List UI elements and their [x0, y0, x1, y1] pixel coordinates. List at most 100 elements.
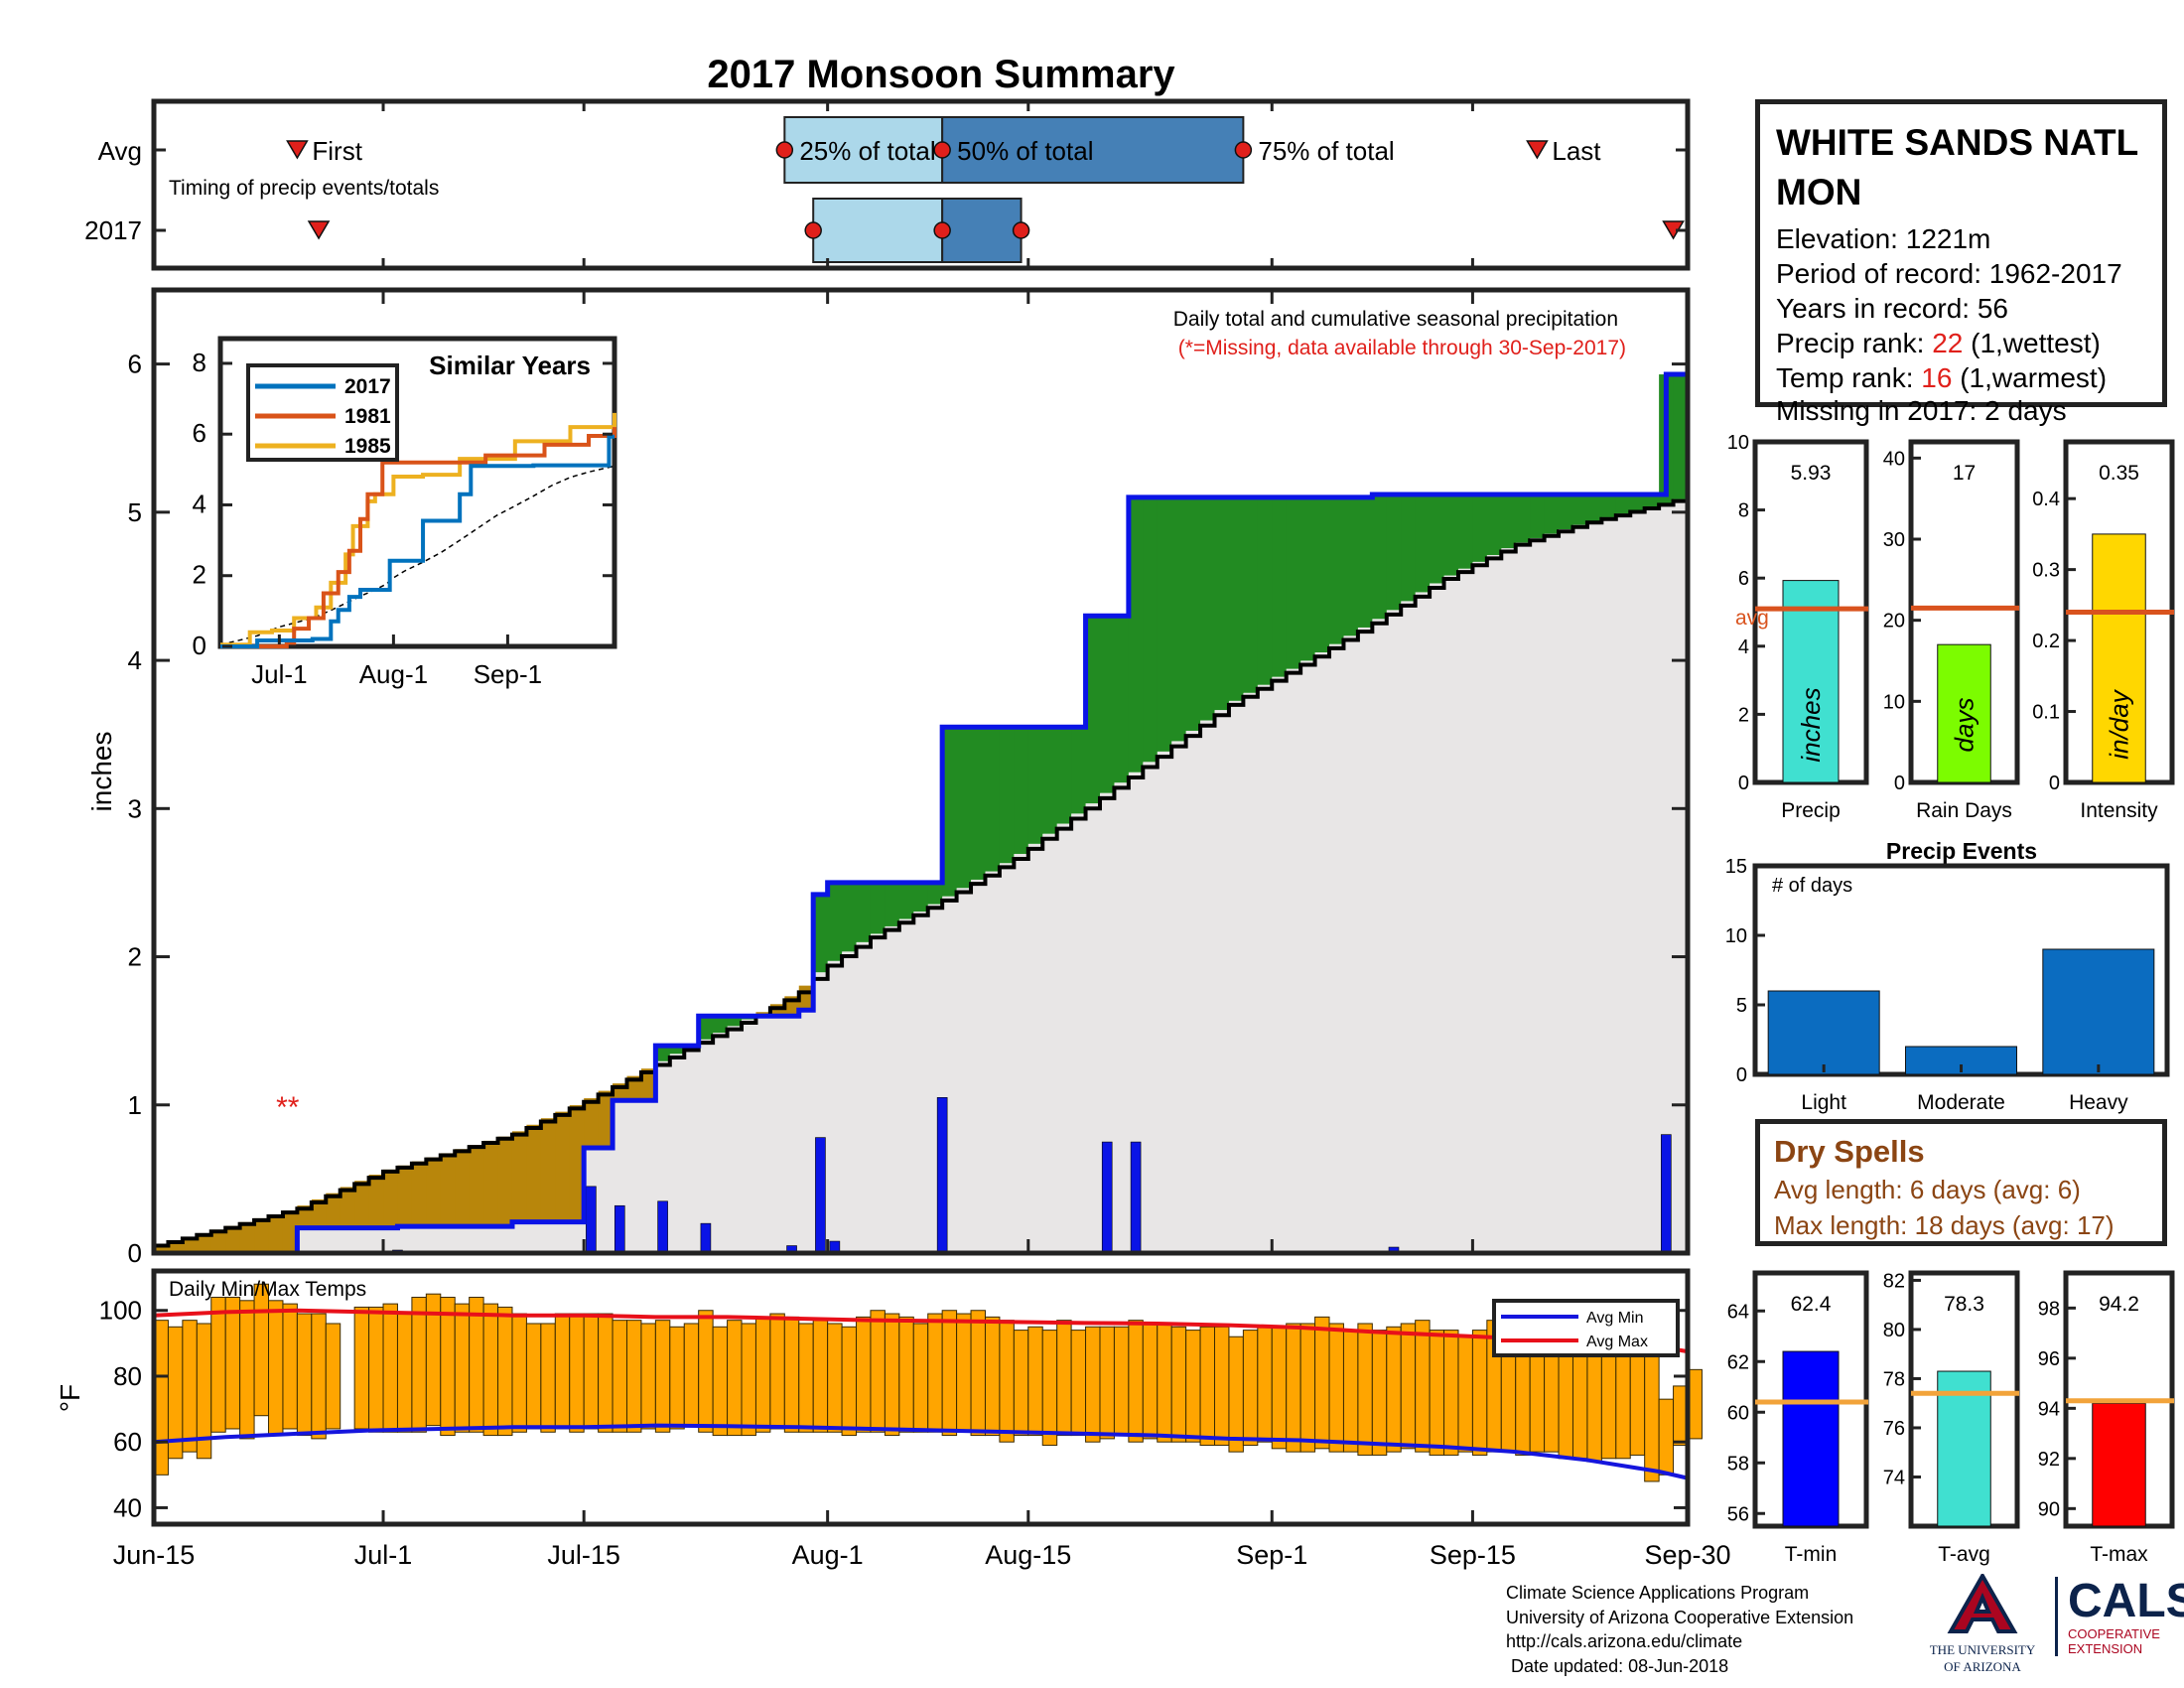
cumulative-fill [1673, 498, 1689, 1253]
timing-dot-q25-avg [775, 141, 794, 159]
surplus-fill [1601, 493, 1617, 517]
surplus-fill [1027, 727, 1043, 844]
cumulative-fill [1572, 524, 1588, 1253]
station-info-box: WHITE SANDS NATL MON Elevation: 1221m Pe… [1755, 99, 2167, 426]
surplus-fill [913, 882, 929, 913]
cumulative-fill [1257, 684, 1273, 1253]
cumulative-fill [640, 1100, 656, 1253]
daily-temp-bar [1170, 1326, 1187, 1443]
temp-y-tick-label: 40 [113, 1492, 142, 1522]
cumulative-fill [1071, 813, 1087, 1253]
surplus-fill [1257, 496, 1273, 685]
cumulative-fill [1143, 762, 1159, 1253]
precip-summary-tick-label: 4 [1738, 636, 1749, 658]
temp-y-tick-label: 80 [113, 1361, 142, 1391]
cumulative-fill [1443, 575, 1459, 1253]
daily-temp-bar [1457, 1336, 1473, 1453]
timing-box-50-75-y2017 [941, 198, 1023, 263]
timing-dot-q75-avg [1234, 141, 1253, 159]
daily-temp-bar [1128, 1320, 1144, 1443]
temp-rank-label: Temp rank: [1776, 362, 1914, 393]
daily-temp-bar [1471, 1330, 1488, 1456]
cals-logo[interactable]: CALS COOPERATIVE EXTENSION [2055, 1577, 2184, 1656]
deficit-fill [239, 1221, 255, 1253]
timing-caption: Timing of precip events/totals [169, 177, 439, 200]
timing-25-label: 25% of total [799, 136, 935, 166]
surplus-fill [999, 727, 1015, 864]
x-tick-label: Jun-15 [113, 1540, 196, 1570]
surplus-fill [1357, 496, 1373, 628]
daily-temp-bar [182, 1320, 198, 1453]
daily-temp-bar [1314, 1316, 1330, 1450]
surplus-fill [1228, 496, 1244, 701]
daily-temp-bar [1271, 1326, 1288, 1450]
cumulative-fill [784, 1016, 800, 1253]
daily-temp-bar [325, 1323, 341, 1430]
credits-url[interactable]: http://cals.arizona.edu/climate [1506, 1631, 1743, 1651]
cumulative-fill [1027, 843, 1043, 1253]
daily-temp-bar [268, 1300, 284, 1437]
surplus-fill [956, 727, 972, 889]
precip-events-y-tick-label: 5 [1736, 995, 1747, 1017]
surplus-fill [1314, 496, 1330, 653]
surplus-fill [1243, 496, 1259, 693]
x-tick-label: Sep-15 [1430, 1540, 1516, 1570]
daily-temp-bar [956, 1313, 972, 1433]
surplus-fill [727, 1016, 743, 1027]
main-y-tick-label: 4 [128, 645, 142, 675]
daily-temp-bar [239, 1300, 255, 1440]
cumulative-fill [1214, 710, 1230, 1253]
university-of-arizona-logo[interactable]: THE UNIVERSITY OF ARIZONA [1924, 1571, 2041, 1674]
daily-temp-bar [1443, 1330, 1459, 1456]
daily-temp-bar [1113, 1326, 1130, 1437]
deficit-fill [268, 1214, 284, 1253]
surplus-fill [1486, 493, 1502, 555]
tavg-summary-tick-label: 76 [1883, 1418, 1905, 1440]
daily-temp-bar [1056, 1320, 1072, 1437]
inset-x-tick-label: Jul-1 [251, 659, 307, 689]
cumulative-fill [1329, 643, 1345, 1253]
cumulative-fill [913, 912, 929, 1253]
cumulative-fill [1544, 533, 1560, 1253]
timing-row-label-avg: Avg [98, 136, 142, 166]
daily-temp-bar [454, 1303, 471, 1433]
daily-temp-bar [884, 1313, 900, 1437]
raindays-summary-tick-label: 40 [1883, 448, 1905, 470]
figure-title: 2017 Monsoon Summary [707, 53, 1175, 96]
cumulative-fill [1457, 568, 1474, 1253]
daily-temp-bar [368, 1306, 384, 1433]
precip-events-category-label: Heavy [2069, 1091, 2128, 1114]
daily-temp-bar [353, 1306, 370, 1430]
cumulative-fill [1486, 554, 1502, 1253]
daily-precip-bar [1661, 1134, 1672, 1254]
inset-1981-line [220, 427, 616, 648]
daily-temp-bar [583, 1313, 600, 1430]
timing-dot-q75-y2017 [1012, 221, 1030, 239]
timing-panel: Avg 2017 Timing of precip events/totals … [84, 98, 1691, 271]
main-caption-line2: (*=Missing, data available through 30-Se… [1178, 337, 1626, 359]
dry-spells-box: Dry Spells Avg length: 6 days (avg: 6) M… [1755, 1119, 2167, 1246]
timing-dot-q25-y2017 [804, 221, 822, 239]
surplus-fill [885, 882, 900, 926]
cumulative-fill [368, 1227, 384, 1253]
cumulative-fill [856, 941, 872, 1253]
daily-temp-bar [396, 1313, 413, 1433]
intensity-summary-value-label: 0.35 [2099, 462, 2139, 485]
precip-events-y-tick-label: 10 [1725, 925, 1747, 947]
surplus-fill [1430, 493, 1445, 584]
daily-temp-bar [754, 1316, 771, 1433]
deficit-fill [340, 1187, 355, 1228]
inset-x-tick-label: Sep-1 [474, 659, 542, 689]
tmin-summary-tick-label: 64 [1727, 1301, 1749, 1323]
surplus-fill [1644, 493, 1660, 507]
credits-line2: University of Arizona Cooperative Extens… [1506, 1607, 1854, 1627]
cumulative-fill [598, 1148, 614, 1253]
daily-temp-bar [798, 1323, 814, 1433]
daily-temp-bar [683, 1323, 700, 1427]
daily-temp-bar [669, 1326, 685, 1430]
daily-temp-bar [999, 1320, 1015, 1443]
deficit-fill [411, 1161, 427, 1227]
surplus-fill [1501, 493, 1517, 549]
daily-temp-bar [984, 1316, 1001, 1437]
main-y-tick-label: 6 [128, 350, 142, 379]
